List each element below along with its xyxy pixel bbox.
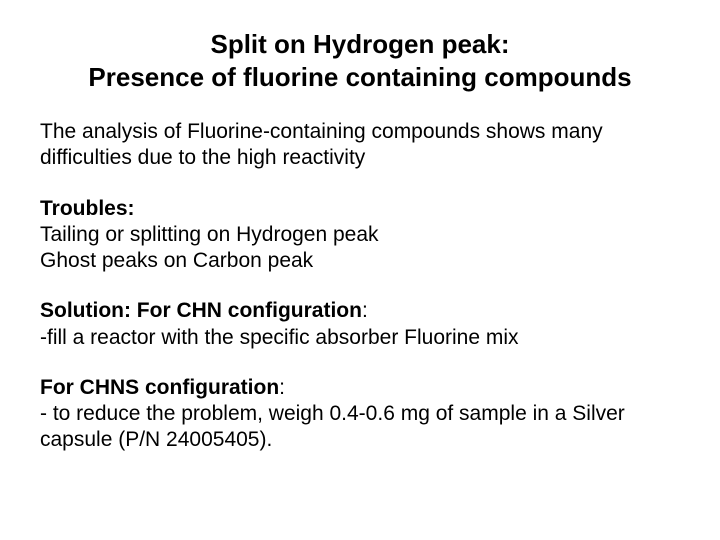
slide-title: Split on Hydrogen peak: Presence of fluo… <box>40 28 680 93</box>
solution-chns-heading: For CHNS configuration <box>40 376 279 399</box>
slide-body: The analysis of Fluorine-containing comp… <box>40 119 680 454</box>
solution-chns-line: - to reduce the problem, weigh 0.4-0.6 m… <box>40 402 625 451</box>
solution-chn-line: -fill a reactor with the specific absorb… <box>40 326 519 349</box>
title-line-1: Split on Hydrogen peak: <box>210 29 509 59</box>
solution-chn-block: Solution: For CHN configuration: -fill a… <box>40 298 680 351</box>
solution-chn-heading: Solution: For CHN configuration <box>40 299 362 322</box>
solution-chns-colon: : <box>279 376 285 399</box>
troubles-line-2: Ghost peaks on Carbon peak <box>40 249 313 272</box>
troubles-block: Troubles: Tailing or splitting on Hydrog… <box>40 196 680 275</box>
solution-chn-colon: : <box>362 299 368 322</box>
intro-paragraph: The analysis of Fluorine-containing comp… <box>40 119 680 172</box>
solution-chns-block: For CHNS configuration: - to reduce the … <box>40 375 680 454</box>
slide: Split on Hydrogen peak: Presence of fluo… <box>0 0 720 540</box>
troubles-line-1: Tailing or splitting on Hydrogen peak <box>40 223 379 246</box>
troubles-heading: Troubles: <box>40 197 135 220</box>
title-line-2: Presence of fluorine containing compound… <box>88 62 631 92</box>
